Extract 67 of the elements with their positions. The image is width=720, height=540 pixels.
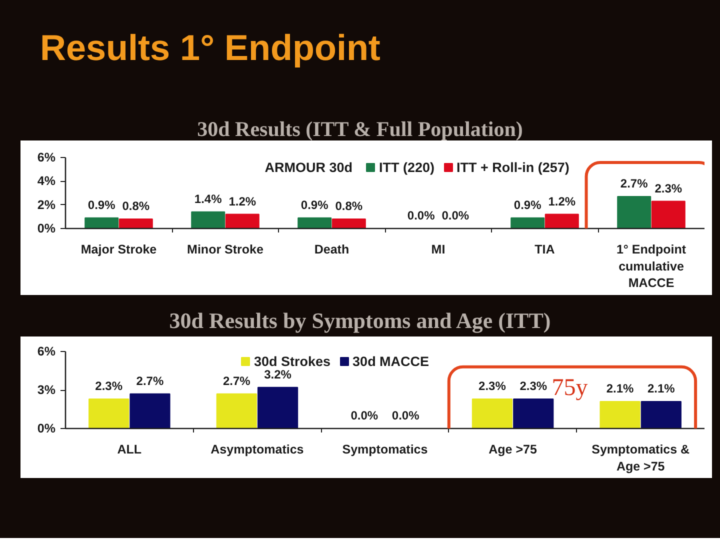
y-tick-label: 4% [37,174,56,188]
x-tick-label: ALL [117,442,142,456]
bar [472,398,513,428]
data-label: 0.9% [300,198,329,212]
bar [88,398,130,428]
bar [544,214,579,228]
bar [513,398,554,428]
x-tick-label: 1° Endpoint cumulative MACCE [616,242,687,290]
data-label: 2.7% [136,374,164,388]
x-tick-label: Age >75 [488,442,537,456]
bar [510,217,545,228]
chart-title: Results 1° Endpoint [40,27,380,68]
x-tick-label: Minor Stroke [187,242,264,256]
y-tick-label: 0% [37,222,56,236]
bar [191,211,226,228]
data-label: 0.0% [350,408,378,422]
data-label: 2.1% [648,382,676,396]
data-label: 2.7% [222,374,251,388]
legend-label: 30d MACCE [352,353,430,369]
chart-subtitle: 30d Results (ITT & Full Population) [197,117,523,141]
data-label: 2.1% [606,382,634,396]
bar [600,401,640,428]
data-label: 0.8% [335,199,363,214]
y-tick-label: 2% [37,198,56,212]
data-label: 1.2% [228,194,256,208]
data-label: 2.3% [520,378,548,393]
bar [298,217,332,228]
x-tick-label: Death [314,242,350,256]
x-tick-label: Symptomatics & Age >75 [592,442,690,474]
bar [216,393,257,428]
bar [118,218,153,228]
y-tick-label: 6% [37,150,56,164]
x-tick-label: MI [431,242,446,256]
bar [332,218,366,228]
bar [651,200,686,228]
data-label: 0.9% [514,198,542,212]
legend-label: 30d Strokes [254,353,331,369]
data-label: 0.9% [88,198,116,212]
data-label: 0.8% [122,199,150,214]
legend-label: ITT (220) [379,159,435,175]
bar [225,214,260,228]
data-label: 2.7% [620,176,648,191]
y-tick-label: 0% [37,422,56,436]
data-label: 0.0% [442,208,470,222]
y-tick-label: 3% [37,383,56,397]
bar [84,217,119,228]
data-label: 0.0% [407,208,436,222]
data-label: 0.0% [392,408,420,422]
data-label: 1.4% [194,192,222,206]
data-label: 2.3% [95,378,123,393]
data-label: 3.2% [264,367,292,382]
data-label: 2.3% [654,181,682,196]
x-tick-label: Major Stroke [80,242,157,256]
data-label: 1.2% [548,194,576,208]
data-label: 2.3% [478,378,506,393]
chart-title: 30d Results by Symptoms and Age (ITT) [169,308,551,333]
y-tick-label: 6% [37,344,56,358]
x-tick-label: Asymptomatics [210,442,304,456]
bar [617,196,652,228]
legend-title: ARMOUR 30d [264,160,353,175]
x-tick-label: Symptomatics [342,442,428,456]
bar [130,393,170,428]
annotation: 75y [552,374,588,401]
bar [257,386,298,428]
x-tick-label: TIA [534,242,555,256]
bar [640,401,682,428]
legend-label: ITT + Roll-in (257) [456,159,570,175]
